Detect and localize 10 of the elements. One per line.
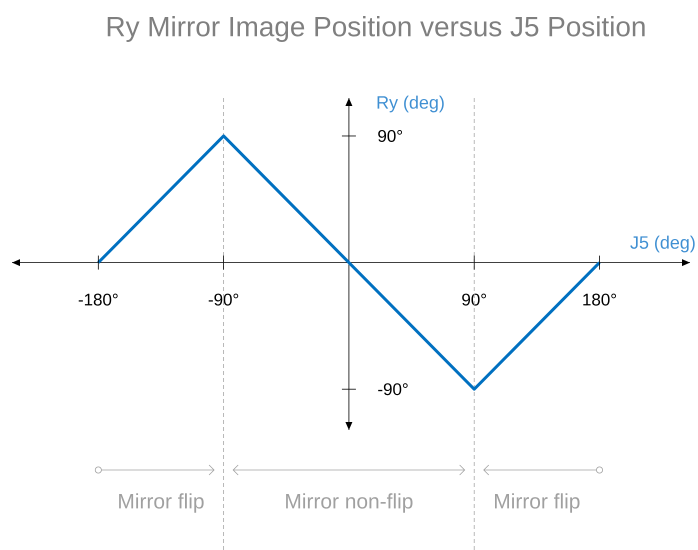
text: Mirror flip <box>495 493 580 513</box>
text: Mirror flip <box>119 493 204 513</box>
x-tick-label: 90° <box>462 294 486 306</box>
x-tick-label: -90° <box>208 294 238 306</box>
text: Mirror non-flip <box>286 493 413 513</box>
x-tick-label: 180° <box>583 294 616 306</box>
y-axis-title: Ry (deg) <box>378 96 444 112</box>
x-axis-title: J5 (deg) <box>630 236 695 252</box>
x-tick-label: -180° <box>78 294 118 306</box>
chart-title: Ry Mirror Image Position versus J5 Position <box>108 16 645 42</box>
